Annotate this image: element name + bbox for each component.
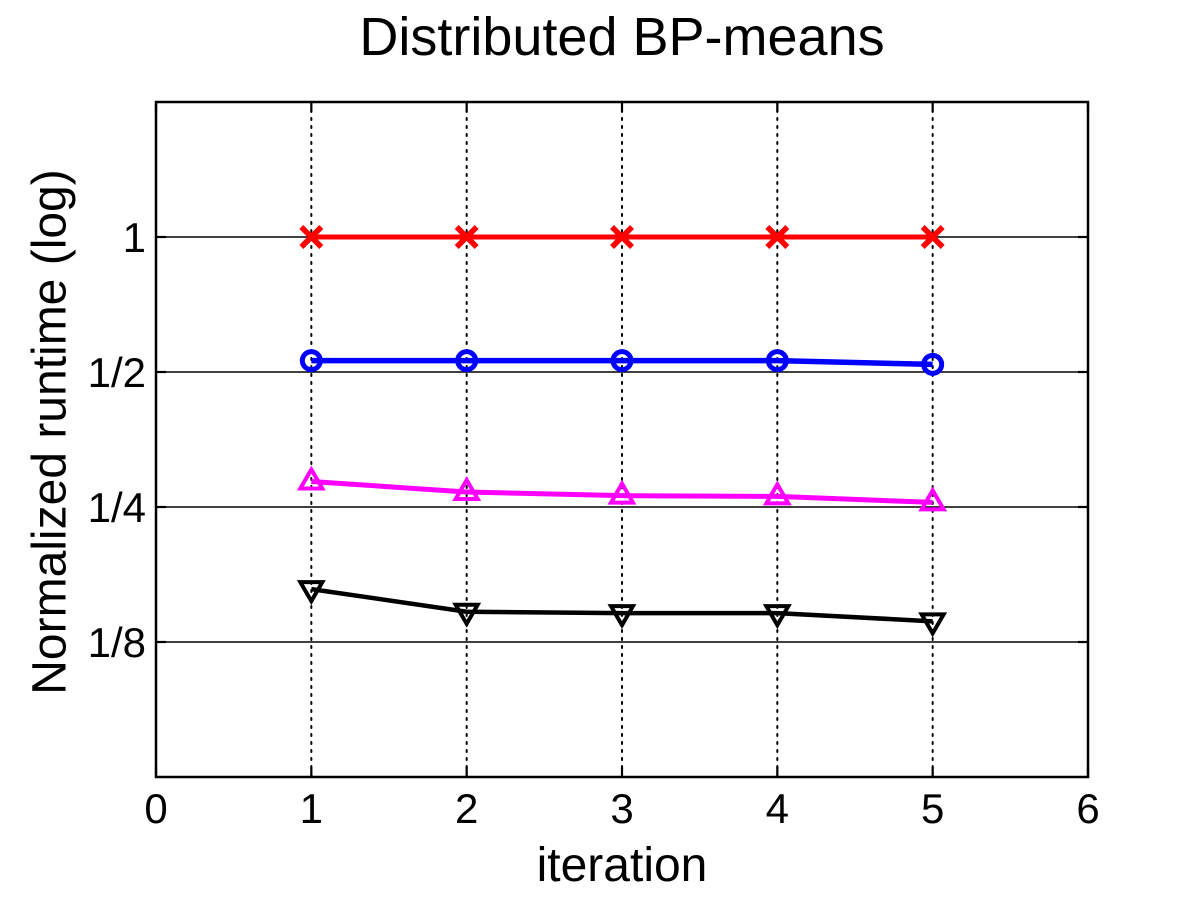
circle-marker [299, 349, 323, 373]
circle-marker [610, 349, 634, 373]
triangle-up-marker [296, 465, 326, 491]
x-tick-label: 4 [766, 785, 789, 832]
y-tick-label: 1 [123, 214, 146, 261]
x-tick-label: 5 [921, 785, 944, 832]
magenta-triangle-series-line [311, 478, 933, 505]
circle-marker [765, 349, 789, 373]
x-tick-label: 3 [610, 785, 633, 832]
x-marker [299, 225, 324, 249]
y-tick-label: 1/4 [88, 484, 146, 531]
y-tick-label: 1/8 [88, 619, 146, 666]
circle-marker [921, 352, 945, 376]
x-marker [765, 225, 790, 249]
chart-title: Distributed BP-means [359, 7, 885, 67]
triangle-down-marker [918, 612, 948, 638]
x-tick-label: 1 [300, 785, 323, 832]
x-tick-label: 6 [1076, 785, 1099, 832]
triangle-down-marker [762, 604, 792, 630]
x-marker [610, 225, 634, 249]
triangle-up-marker [607, 479, 637, 505]
black-triangle-series-line [311, 586, 933, 624]
x-tick-label: 0 [144, 785, 167, 832]
triangle-up-marker [452, 476, 482, 502]
blue-circle-series-line [311, 357, 933, 368]
x-axis-label: iteration [536, 839, 708, 892]
triangle-down-marker [607, 604, 637, 630]
y-tick-label: 1/2 [88, 349, 146, 396]
x-marker [920, 225, 945, 249]
triangle-up-marker [762, 480, 792, 506]
triangle-down-marker [452, 602, 482, 628]
x-tick-label: 2 [455, 785, 478, 832]
triangle-up-marker [918, 486, 948, 512]
circle-marker [455, 349, 479, 373]
x-marker [454, 225, 479, 249]
triangle-down-marker [296, 580, 326, 606]
